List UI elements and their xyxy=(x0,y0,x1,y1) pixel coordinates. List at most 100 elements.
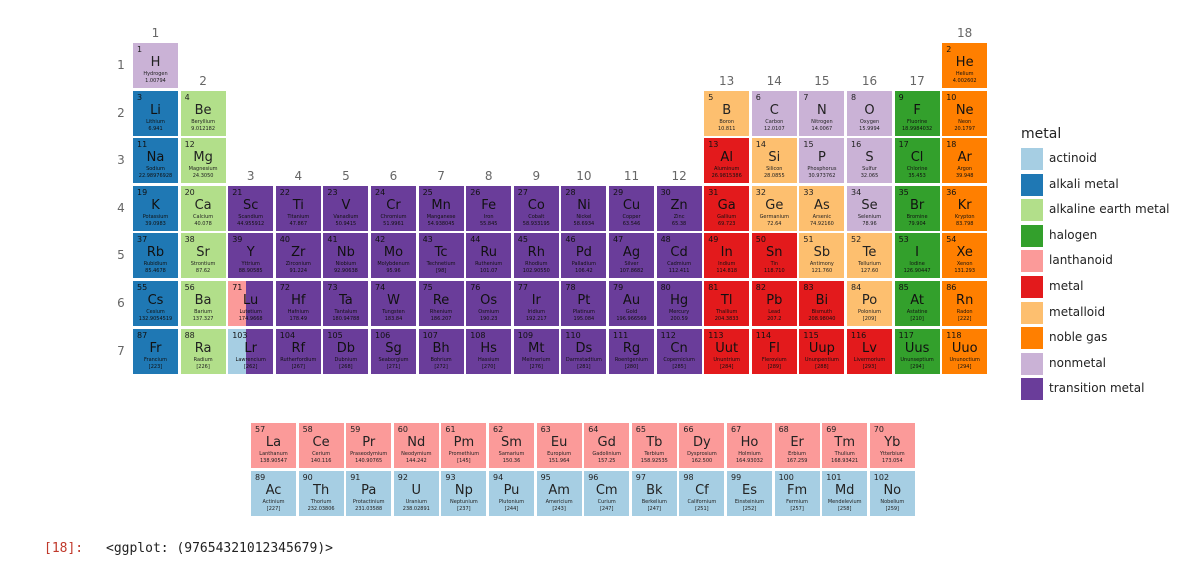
element-symbol: Pt xyxy=(577,293,591,308)
element-weight: [247] xyxy=(599,506,614,512)
element-weight: 180.94788 xyxy=(332,316,360,322)
element-name: Aluminum xyxy=(713,166,740,173)
element-cell: 64 Gd Gadolinium 157.25 xyxy=(584,423,630,468)
element-number: 45 xyxy=(517,235,528,245)
element-cell: 19 K Potassium 39.0983 xyxy=(133,185,178,231)
element-number: 24 xyxy=(375,187,386,197)
element-cell: 62 Sm Samarium 150.36 xyxy=(489,423,534,468)
element-cell: 72 Hf Hafnium 178.49 xyxy=(275,281,321,326)
element-weight: 47.867 xyxy=(289,220,308,227)
element-cell: 9 F Fluorine 18.9984032 xyxy=(894,90,940,136)
element-weight: [288] xyxy=(815,363,829,370)
element-symbol: Mn xyxy=(431,197,451,213)
element-name: Molybdenum xyxy=(377,261,410,268)
element-weight: [268] xyxy=(339,363,353,370)
element-weight: [294] xyxy=(910,363,924,370)
element-weight: 24.3050 xyxy=(192,173,214,180)
element-weight: 231.03588 xyxy=(355,506,383,512)
element-number: 72 xyxy=(279,283,290,292)
element-number: 118 xyxy=(946,330,962,340)
element-number: 86 xyxy=(946,283,957,292)
element-weight: [237] xyxy=(457,506,471,512)
element-weight: 232.03806 xyxy=(307,506,335,512)
element-name: Ytterbium xyxy=(879,451,905,457)
element-name: Dysprosium xyxy=(687,451,717,457)
element-number: 105 xyxy=(327,330,343,340)
element-weight: 88.90585 xyxy=(238,268,263,275)
element-name: Barium xyxy=(194,309,213,315)
element-name: Americium xyxy=(545,499,573,505)
element-weight: 55.845 xyxy=(479,220,498,227)
element-name: Curium xyxy=(597,499,616,505)
element-number: 92 xyxy=(397,473,408,482)
element-cell: 98 Cf Californium [251] xyxy=(679,471,725,516)
element-name: Polonium xyxy=(858,309,881,315)
element-cell: 60 Nd Neodymium 144.242 xyxy=(393,423,439,468)
element-cell: 32 Ge Germanium 72.64 xyxy=(751,185,797,231)
element-name: Tin xyxy=(770,261,779,268)
group-label: 11 xyxy=(623,168,640,183)
element-weight: [210] xyxy=(910,316,924,322)
element-cell: 83 Bi Bismuth 208.98040 xyxy=(799,281,845,326)
legend-label: lanthanoid xyxy=(1049,253,1113,268)
element-symbol: Rh xyxy=(527,245,545,261)
element-weight: 157.25 xyxy=(597,458,616,464)
element-name: Zirconium xyxy=(285,261,311,268)
element-number: 2 xyxy=(946,45,952,54)
element-weight: 101.07 xyxy=(479,268,498,275)
legend-swatch xyxy=(1021,378,1043,401)
element-symbol: W xyxy=(387,293,400,308)
element-symbol: Y xyxy=(246,245,255,261)
element-symbol: Eu xyxy=(550,435,568,450)
element-weight: 164.93032 xyxy=(735,458,764,464)
element-cell: 51 Sb Antimony 121.760 xyxy=(799,233,845,279)
legend-label: alkali metal xyxy=(1049,176,1119,191)
element-number: 14 xyxy=(755,140,766,150)
element-symbol: Nb xyxy=(336,245,355,261)
element-name: Actinium xyxy=(262,499,285,505)
group-label: 5 xyxy=(342,168,350,183)
element-weight: 28.0855 xyxy=(763,173,785,180)
group-label: 18 xyxy=(957,26,973,40)
element-number: 27 xyxy=(517,187,528,197)
element-symbol: Al xyxy=(720,150,733,166)
element-symbol: Sg xyxy=(385,340,402,356)
element-name: Hydrogen xyxy=(143,71,168,77)
element-name: Neptunium xyxy=(450,499,478,505)
element-name: Argon xyxy=(957,166,973,173)
element-weight: 174.9668 xyxy=(238,316,263,322)
element-weight: 32.065 xyxy=(860,173,879,180)
element-number: 20 xyxy=(184,187,195,197)
element-number: 63 xyxy=(540,425,551,434)
element-name: Germanium xyxy=(759,213,790,220)
element-name: Gold xyxy=(625,309,638,315)
element-weight: 178.49 xyxy=(289,316,308,322)
element-number: 35 xyxy=(898,187,909,197)
element-name: Radium xyxy=(193,356,213,363)
element-number: 21 xyxy=(232,187,243,197)
element-cell: 10 Ne Neon 20.1797 xyxy=(942,90,988,136)
element-name: Rubidium xyxy=(143,261,168,268)
legend-swatch xyxy=(1021,224,1043,247)
element-number: 110 xyxy=(565,330,581,340)
element-name: Thallium xyxy=(715,309,738,315)
element-name: Tungsten xyxy=(382,309,405,315)
element-number: 41 xyxy=(327,235,338,245)
element-weight: 151.964 xyxy=(548,458,570,464)
element-name: Helium xyxy=(955,71,974,77)
element-number: 43 xyxy=(422,235,433,245)
element-weight: 50.9415 xyxy=(335,220,357,227)
element-weight: 6.941 xyxy=(148,125,163,132)
element-weight: [293] xyxy=(862,363,877,370)
element-cell: 28 Ni Nickel 58.6934 xyxy=(561,185,607,231)
element-symbol: Zn xyxy=(670,197,688,213)
element-weight: 20.1797 xyxy=(954,125,976,132)
element-cell: 77 Ir Iridium 192.217 xyxy=(513,281,559,326)
element-number: 31 xyxy=(708,187,719,197)
element-symbol: At xyxy=(910,293,924,308)
element-cell: 109 Mt Meitnerium [276] xyxy=(513,328,559,374)
legend: metal actinoid alkali metal alkaline earth… xyxy=(1021,126,1170,401)
element-cell: 95 Am Americium [243] xyxy=(536,471,582,516)
element-number: 83 xyxy=(803,283,814,292)
element-weight: 118.710 xyxy=(763,268,785,275)
